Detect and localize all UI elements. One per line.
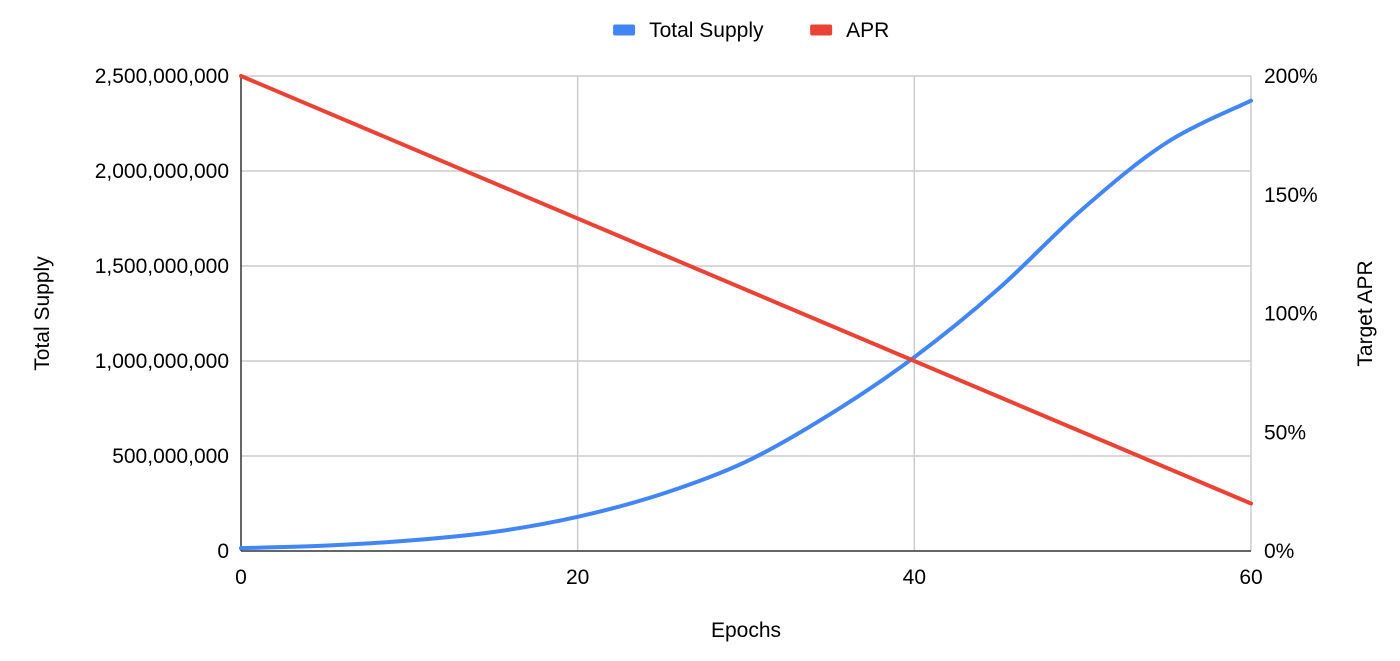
legend-item-apr[interactable]: APR: [810, 19, 889, 42]
series-line-apr: [239, 74, 1253, 506]
y2-tick-label: 100%: [1264, 303, 1318, 326]
legend-swatch: [613, 24, 636, 36]
x-tick-label: 60: [1239, 566, 1262, 589]
x-tick-label: 20: [566, 566, 589, 589]
y-tick-label: 2,500,000,000: [95, 65, 229, 88]
y2-tick-label: 150%: [1264, 184, 1318, 207]
y-tick-label: 500,000,000: [112, 445, 229, 468]
y2-tick-label: 200%: [1264, 65, 1318, 88]
x-tick-label: 0: [235, 566, 247, 589]
grid: [241, 75, 1252, 551]
y2-tick-label: 50%: [1264, 421, 1306, 444]
legend-label: Total Supply: [649, 19, 764, 42]
legend-label: APR: [846, 19, 889, 42]
y2-axis-title: Target APR: [1354, 260, 1377, 366]
y-tick-label: 0: [217, 540, 229, 563]
y-tick-label: 2,000,000,000: [95, 160, 229, 183]
y2-tick-label: 0%: [1264, 540, 1294, 563]
axes: [240, 76, 1251, 552]
y-tick-label: 1,000,000,000: [95, 350, 229, 373]
y-tick-label: 1,500,000,000: [95, 255, 229, 278]
x-axis-title: Epochs: [711, 619, 781, 642]
series-line-total-supply: [239, 98, 1253, 551]
tick-labels: 0 500,000,000 1,000,000,000 1,500,000,000 2,…: [95, 65, 1318, 589]
legend-item-total-supply[interactable]: Total Supply: [613, 19, 764, 42]
legend[interactable]: Total Supply APR: [613, 19, 889, 42]
legend-swatch: [810, 24, 833, 36]
series-layer: [239, 74, 1253, 551]
y-axis-title: Total Supply: [31, 256, 54, 371]
x-tick-label: 40: [903, 566, 926, 589]
